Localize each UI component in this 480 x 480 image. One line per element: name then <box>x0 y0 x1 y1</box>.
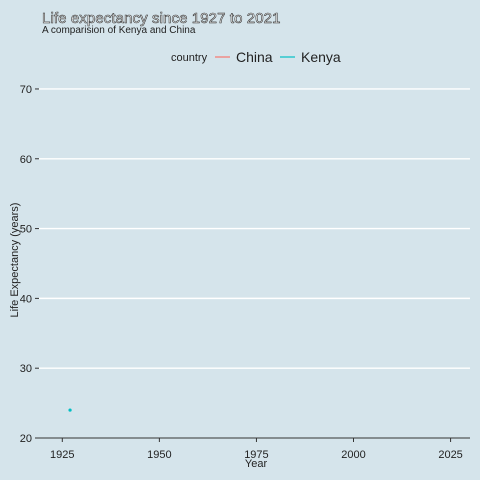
y-tick-label-70: 70 <box>20 84 32 96</box>
y-tick-label-20: 20 <box>20 433 32 445</box>
legend-label-china: China <box>236 49 273 65</box>
y-axis-ticks: 20 30 40 50 60 70 <box>20 84 39 445</box>
y-tick-label-60: 60 <box>20 154 32 166</box>
legend-label-kenya: Kenya <box>301 49 341 65</box>
x-tick-label-2025: 2025 <box>438 449 462 461</box>
x-tick-label-1950: 1950 <box>147 449 171 461</box>
data-marks <box>68 408 71 411</box>
y-tick-label-40: 40 <box>20 293 32 305</box>
y-tick-label-50: 50 <box>20 224 32 236</box>
grid-lines <box>39 89 470 368</box>
legend-title: country <box>171 52 208 64</box>
data-point-kenya-1927 <box>68 408 71 411</box>
x-axis-label: Year <box>245 458 268 470</box>
x-tick-label-2000: 2000 <box>341 449 365 461</box>
x-tick-label-1925: 1925 <box>50 449 74 461</box>
legend: country China Kenya <box>171 49 341 65</box>
y-axis-label: Life Expectancy (years) <box>9 203 21 318</box>
y-tick-label-30: 30 <box>20 363 32 375</box>
